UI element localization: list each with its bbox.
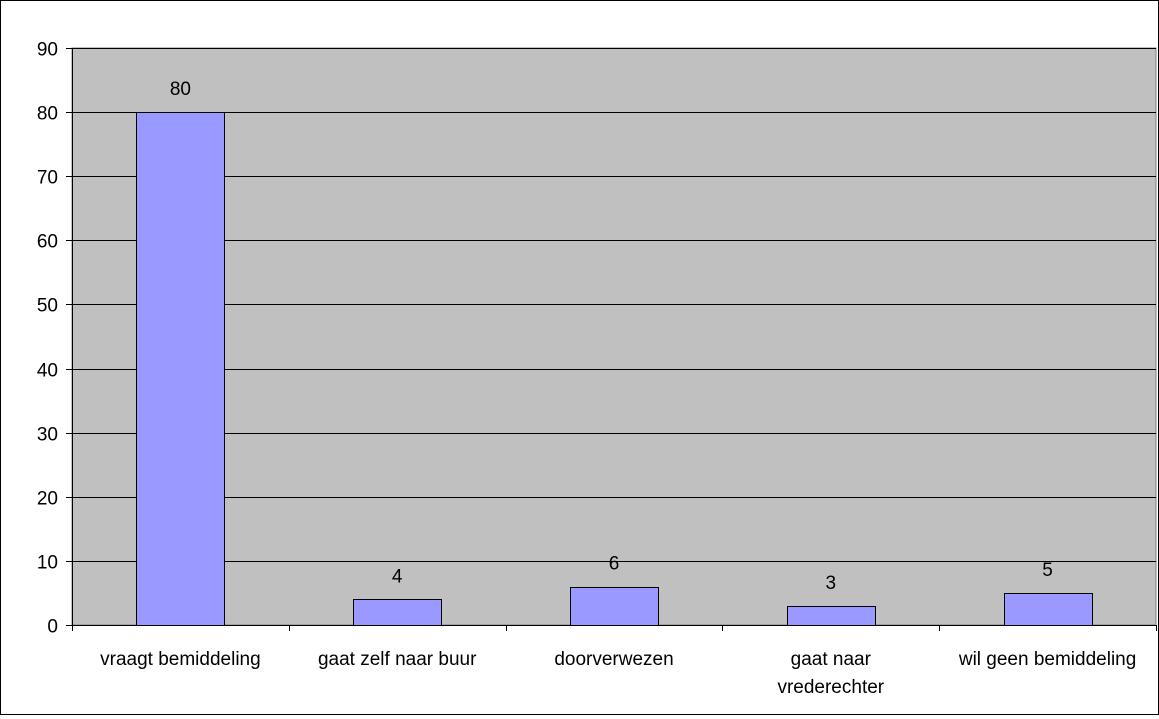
data-label: 3 xyxy=(826,573,837,594)
x-tick-label: gaat naar xyxy=(791,649,872,670)
y-tick-label: 0 xyxy=(47,617,58,638)
y-tick-label: 60 xyxy=(37,232,58,253)
y-tick-label: 80 xyxy=(37,104,58,125)
data-label: 4 xyxy=(392,566,403,587)
y-tick-label: 70 xyxy=(37,168,58,189)
bar xyxy=(353,599,442,626)
data-labels: 80 4 6 3 5 xyxy=(170,79,1053,594)
x-tick-label: gaat zelf naar buur xyxy=(318,649,477,670)
bar xyxy=(1004,593,1093,626)
y-tick-label: 30 xyxy=(37,425,58,446)
x-axis: vraagt bemiddeling gaat zelf naar buur doo… xyxy=(72,625,1157,698)
plot-area xyxy=(71,47,1157,626)
bar xyxy=(787,606,876,626)
y-axis: 0 10 20 30 40 50 60 70 80 90 xyxy=(37,40,73,638)
bar xyxy=(570,587,659,626)
y-tick-label: 90 xyxy=(37,40,58,61)
x-tick-label: wil geen bemiddeling xyxy=(958,649,1136,670)
bar xyxy=(136,112,225,626)
y-tick-label: 20 xyxy=(37,489,58,510)
data-label: 80 xyxy=(170,79,191,100)
data-label: 5 xyxy=(1042,560,1053,581)
bars xyxy=(136,112,1093,626)
y-tick-label: 50 xyxy=(37,296,58,317)
y-tick-label: 40 xyxy=(37,361,58,382)
x-tick-label: doorverwezen xyxy=(554,649,673,670)
data-label: 6 xyxy=(609,554,620,575)
x-tick-label: vraagt bemiddeling xyxy=(100,649,261,670)
x-tick-label: vrederechter xyxy=(777,677,884,698)
gridlines xyxy=(72,48,1156,562)
y-tick-label: 10 xyxy=(37,553,58,574)
